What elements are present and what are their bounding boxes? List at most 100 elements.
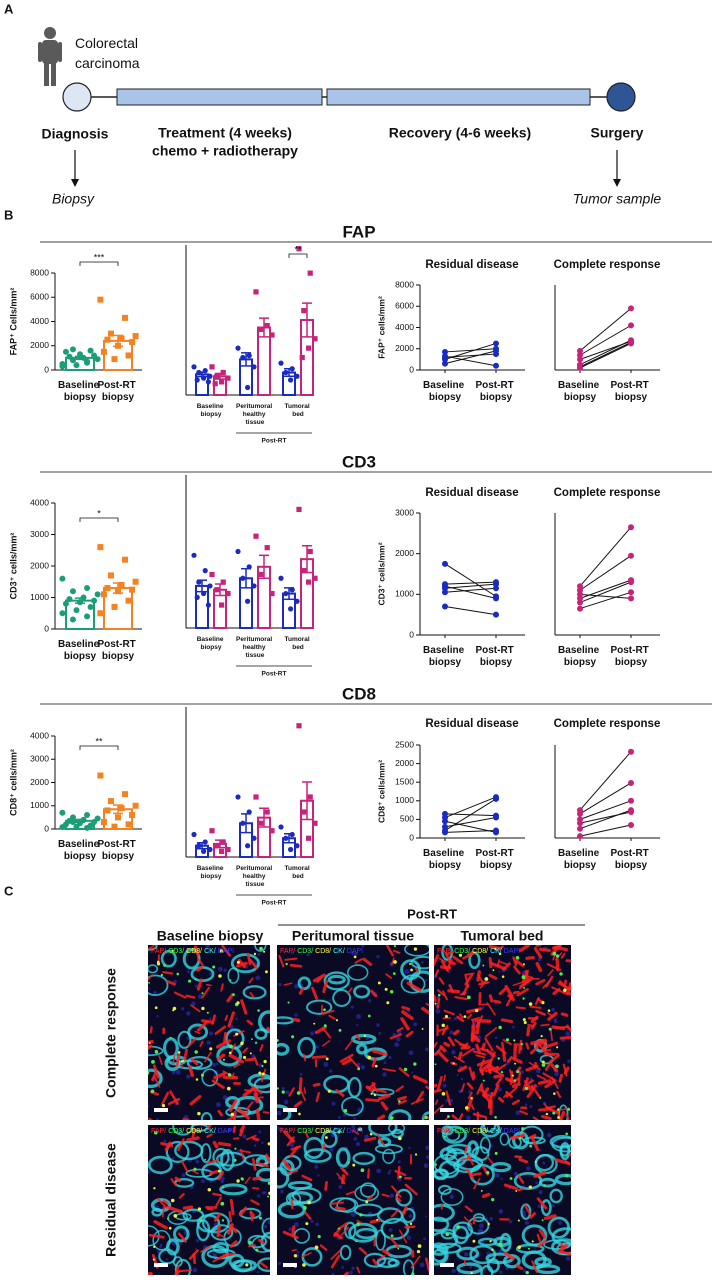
data-point (202, 368, 208, 374)
lymphocyte (410, 968, 413, 972)
fibroblast (525, 1064, 539, 1072)
patient-label: Colorectal carcinoma (75, 35, 142, 71)
lymphocyte (489, 1239, 492, 1243)
nucleus (411, 1071, 414, 1074)
fibroblast (486, 1156, 494, 1164)
nucleus (449, 1194, 455, 1200)
fibroblast (523, 1204, 531, 1215)
nucleus (235, 1017, 238, 1021)
pair-line (444, 820, 497, 833)
lymphocyte (160, 973, 164, 977)
lymphocyte (553, 1092, 556, 1095)
fibroblast (290, 1145, 302, 1151)
significance-label: ** (294, 244, 302, 254)
epithelium (256, 1167, 270, 1182)
fibroblast (522, 1077, 529, 1091)
lymphocyte (505, 1038, 510, 1042)
lymphocyte (347, 1161, 350, 1164)
stage-label: Treatment (4 weeks) (158, 125, 292, 141)
fibroblast (335, 1089, 345, 1097)
data-point (220, 369, 226, 376)
data-point (125, 821, 132, 828)
lymphocyte (261, 1072, 265, 1076)
pair-line (579, 824, 632, 837)
fibroblast (559, 1035, 571, 1040)
lymphocyte (413, 947, 418, 951)
pair-line (579, 811, 632, 824)
fibroblast (183, 1048, 188, 1062)
lymphocyte (255, 1041, 258, 1044)
scale-bar (283, 1263, 297, 1267)
y-tick-label: 1500 (395, 776, 414, 786)
lymphocyte (176, 972, 180, 976)
data-point (235, 548, 241, 555)
fibroblast (377, 1093, 391, 1101)
epithelium (371, 1088, 395, 1097)
lymphocyte (335, 1019, 339, 1022)
lymphocyte (527, 1247, 530, 1250)
epithelium (150, 1198, 172, 1213)
epithelium (438, 1184, 452, 1195)
fibroblast (195, 966, 203, 972)
channel-name: CD8/ (186, 1128, 202, 1135)
fibroblast (370, 989, 378, 998)
y-tick-label: 2000 (395, 758, 414, 768)
fibroblast (368, 1082, 376, 1090)
data-point (240, 820, 246, 826)
lymphocyte (293, 1254, 298, 1258)
fibroblast (363, 1136, 377, 1142)
lymphocyte (370, 1092, 373, 1095)
fibroblast (402, 1205, 408, 1216)
lymphocyte (204, 1158, 207, 1161)
y-tick-label: 6000 (30, 292, 49, 302)
nucleus (464, 1252, 469, 1257)
epithelium (387, 1125, 406, 1134)
fibroblast (472, 1112, 487, 1119)
lymphocyte (511, 1074, 514, 1077)
nucleus (194, 984, 199, 988)
lymphocyte (199, 1219, 203, 1223)
fibroblast (148, 1117, 153, 1120)
fibroblast (161, 1091, 170, 1105)
lymphocyte (557, 1116, 560, 1119)
fibroblast (233, 1125, 236, 1133)
data-point (220, 579, 226, 585)
fibroblast (340, 1166, 349, 1176)
lymphocyte (261, 1064, 264, 1068)
channel-name: FAP/ (280, 948, 295, 955)
lymphocyte (188, 979, 192, 983)
nucleus (513, 1171, 518, 1176)
data-point (207, 373, 213, 379)
epithelium (490, 1161, 512, 1173)
fibroblast (162, 1199, 169, 1205)
fibroblast (199, 1040, 204, 1047)
x-tick-label: Tumoral bed (285, 865, 312, 880)
lymphocyte (217, 1169, 221, 1173)
data-point (493, 611, 499, 618)
fibroblast (301, 1252, 312, 1258)
lymphocyte (324, 1136, 328, 1140)
lymphocyte (441, 1092, 446, 1096)
fibroblast (463, 1259, 467, 1266)
data-point (209, 571, 215, 578)
fibroblast (452, 955, 464, 965)
data-point (577, 356, 583, 363)
epithelium (166, 1238, 180, 1256)
nucleus (489, 1216, 494, 1221)
fibroblast (213, 1072, 226, 1080)
nucleus (263, 1224, 268, 1229)
lymphocyte (182, 1059, 185, 1062)
nucleus (364, 1134, 370, 1140)
fibroblast (382, 1249, 390, 1256)
y-axis-label: FAP⁺ Cells/mm² (8, 288, 18, 356)
x-tick-label: Baseline biopsy (197, 403, 226, 418)
fibroblast (228, 1043, 236, 1058)
nucleus (498, 1249, 503, 1253)
fibroblast (390, 957, 395, 966)
fibroblast (515, 1264, 523, 1270)
row-header: Complete response (103, 968, 119, 1098)
lymphocyte (521, 1127, 525, 1131)
fibroblast (495, 1045, 507, 1055)
lymphocyte (232, 993, 235, 996)
fibroblast (237, 958, 246, 969)
